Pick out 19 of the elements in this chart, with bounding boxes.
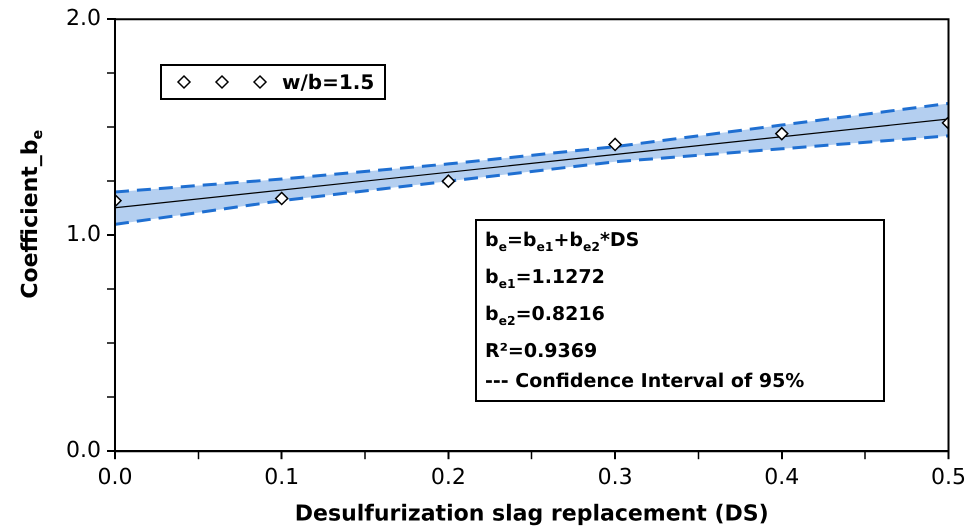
y-tick-label: 2.0 [66,6,101,31]
x-tick-label: 0.2 [430,465,466,490]
annotation: b$_{e2}$=0.8216 [484,302,606,330]
x-tick-label: 0.3 [598,465,633,490]
line-series [114,134,949,226]
annotation: b$_{e}$=b$_{e1}$+b$_{e2}$*DS [484,228,640,256]
x-axis-title: Desulfurization slag replacement (DS) [294,502,769,527]
legend-label: w/b=1.5 [282,70,374,94]
annotation: R²=0.9369 [484,338,598,364]
annotation: b$_{e1}$=1.1272 [484,264,606,293]
annotation: --- Confidence Interval of 95% [484,368,806,394]
x-tick-label: 0.5 [931,465,966,490]
x-tick-label: 0.4 [764,465,800,490]
point [442,174,456,188]
y-tick-label: 0.0 [66,438,101,463]
y-tick-label: 1.0 [66,222,101,247]
x-tick-label: 0.0 [97,465,132,490]
x-tick-label: 0.1 [264,465,300,490]
point [608,138,622,152]
